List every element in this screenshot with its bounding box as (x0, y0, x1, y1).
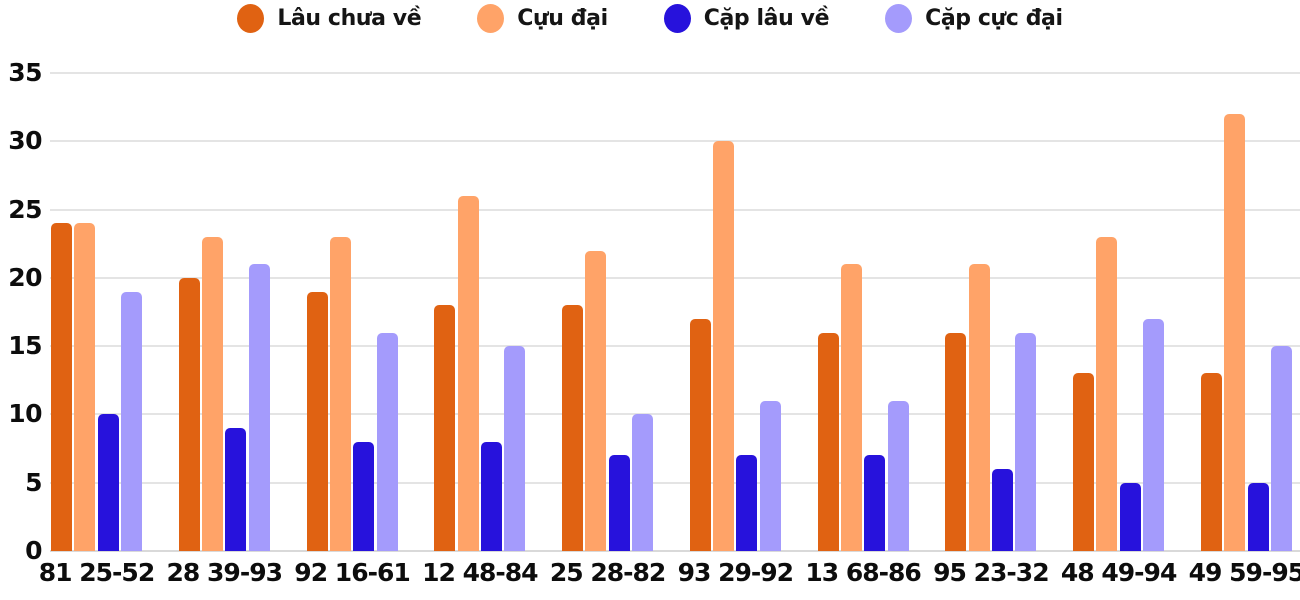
bar-cap-cuc-dai[interactable] (120, 291, 142, 551)
bar-group: 48 49-94 (1061, 73, 1177, 587)
y-axis-tick-label: 10 (8, 399, 42, 429)
bar-cap-cuc-dai[interactable] (887, 400, 909, 551)
bar-cap-lau-ve[interactable] (480, 441, 502, 551)
y-axis-tick-label: 15 (8, 331, 42, 361)
x-axis-label: 92 16-61 (294, 558, 410, 587)
legend-marker-icon (237, 4, 265, 33)
bar-cap-cuc-dai[interactable] (248, 264, 270, 551)
bar-cuu-dai[interactable] (1096, 236, 1118, 551)
gridline (50, 481, 1300, 484)
bar-cap-cuc-dai[interactable] (1143, 318, 1165, 551)
bar-group: 92 16-61 (294, 73, 411, 587)
bar-cap-lau-ve[interactable] (736, 455, 758, 551)
legend-marker-icon (885, 4, 913, 33)
bar-cap-lau-ve[interactable] (97, 414, 119, 551)
bar-lau-chua-ve[interactable] (306, 291, 328, 551)
bar-cuu-dai[interactable] (585, 250, 607, 551)
y-axis-tick-label: 35 (8, 58, 42, 87)
x-axis-label: 13 68-86 (805, 558, 921, 587)
bar-cap-cuc-dai[interactable] (632, 414, 654, 551)
bar-cuu-dai[interactable] (74, 223, 96, 551)
legend-item-cap-cuc-dai[interactable]: Cặp cực đại (885, 4, 1063, 33)
bar-cuu-dai[interactable] (329, 236, 351, 551)
plot-area: 81 25-52 28 39-93 92 16-61 12 48-84 25 28-82… (39, 73, 1300, 587)
bar-group: 13 68-86 (805, 73, 922, 587)
bar-lau-chua-ve[interactable] (434, 305, 456, 551)
bar-lau-chua-ve[interactable] (51, 223, 72, 551)
y-axis-tick-label: 0 (25, 536, 42, 565)
y-axis-tick-label: 30 (8, 126, 42, 156)
bar-cap-cuc-dai[interactable] (504, 346, 526, 551)
x-axis-baseline (50, 550, 1300, 552)
legend-label: Lâu chưa về (277, 6, 422, 31)
bar-cuu-dai[interactable] (457, 195, 479, 551)
gridline (50, 345, 1300, 348)
legend-item-cuu-dai[interactable]: Cựu đại (477, 4, 608, 33)
bar-lau-chua-ve[interactable] (817, 332, 839, 551)
bar-group: 81 25-52 (39, 73, 155, 587)
bar-cap-lau-ve[interactable] (992, 469, 1014, 551)
bar-group: 28 39-93 (167, 73, 283, 587)
bar-cap-lau-ve[interactable] (353, 441, 375, 551)
bar-lau-chua-ve[interactable] (1073, 373, 1095, 551)
x-axis-label: 49 59-95 (1188, 558, 1300, 587)
bar-lau-chua-ve[interactable] (178, 277, 200, 551)
bar-lau-chua-ve[interactable] (1200, 373, 1222, 551)
legend-marker-icon (477, 4, 505, 33)
legend-label: Cặp cực đại (925, 6, 1063, 31)
bar-cuu-dai[interactable] (840, 264, 862, 551)
bar-cap-lau-ve[interactable] (225, 428, 247, 551)
legend-label: Cựu đại (517, 6, 608, 31)
x-axis-label: 48 49-94 (1060, 558, 1177, 587)
gridline (50, 413, 1300, 416)
gridline (50, 140, 1300, 143)
y-axis-tick-label: 20 (8, 262, 42, 292)
x-axis-label: 12 48-84 (422, 558, 538, 587)
bar-group: 49 59-95 (1189, 73, 1300, 587)
bar-cap-cuc-dai[interactable] (759, 400, 781, 551)
x-axis-label: 28 39-93 (166, 558, 283, 587)
bar-lau-chua-ve[interactable] (945, 332, 967, 551)
x-axis-label: 93 29-92 (677, 558, 794, 587)
bar-cap-cuc-dai[interactable] (376, 332, 398, 551)
legend-label: Cặp lâu về (703, 6, 830, 31)
bar-lau-chua-ve[interactable] (562, 305, 584, 551)
y-axis-tick-label: 5 (25, 467, 42, 497)
bar-cap-lau-ve[interactable] (608, 455, 630, 551)
legend-item-cap-lau-ve[interactable]: Cặp lâu về (663, 4, 830, 33)
bar-cuu-dai[interactable] (1224, 113, 1246, 551)
legend: Lâu chưa về Cựu đại Cặp lâu về Cặp cực đại (0, 4, 1300, 33)
gridlines (50, 72, 1300, 552)
x-axis-label: 81 25-52 (38, 558, 155, 587)
bar-cap-cuc-dai[interactable] (1270, 346, 1292, 551)
bar-cuu-dai[interactable] (968, 264, 990, 551)
bar-cap-lau-ve[interactable] (1119, 482, 1141, 551)
y-axis: 0 5 10 15 20 25 30 35 (0, 59, 42, 565)
x-axis-label: 25 28-82 (549, 558, 666, 587)
bar-group: 95 23-32 (933, 73, 1050, 587)
x-axis-label: 95 23-32 (933, 558, 1049, 587)
legend-marker-icon (663, 4, 691, 33)
bar-cuu-dai[interactable] (713, 141, 735, 551)
bar-lau-chua-ve[interactable] (689, 318, 711, 551)
bar-cuu-dai[interactable] (202, 236, 224, 551)
bar-cap-cuc-dai[interactable] (1015, 332, 1037, 551)
bar-cap-lau-ve[interactable] (864, 455, 886, 551)
bar-group: 25 28-82 (550, 73, 666, 587)
bar-cap-lau-ve[interactable] (1247, 482, 1269, 551)
gridline (50, 276, 1300, 279)
y-axis-tick-label: 25 (8, 194, 42, 224)
bar-group: 93 29-92 (678, 73, 794, 587)
bar-group: 12 48-84 (422, 73, 539, 587)
legend-item-lau-chua-ve[interactable]: Lâu chưa về (237, 4, 422, 33)
gridline (50, 72, 1300, 74)
gridline (50, 208, 1300, 211)
